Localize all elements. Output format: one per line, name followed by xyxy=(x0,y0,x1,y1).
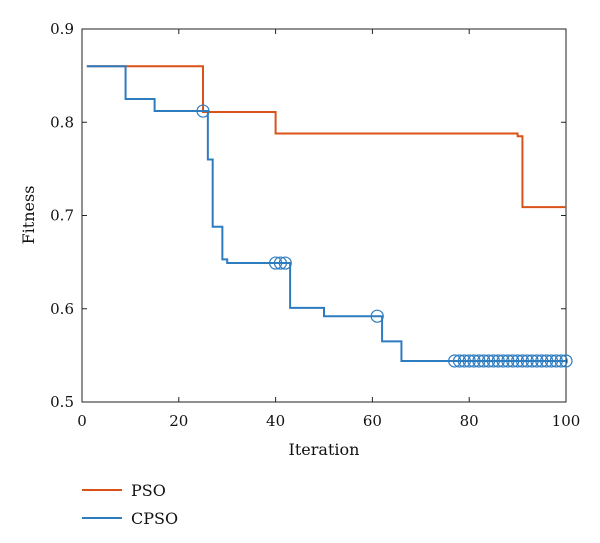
y-tick-label: 0.5 xyxy=(50,393,74,411)
series-marker-cpso xyxy=(506,354,520,368)
series-marker-cpso xyxy=(467,354,481,368)
legend: PSO CPSO xyxy=(82,481,178,528)
series-marker-cpso xyxy=(452,354,467,368)
legend-label-pso: PSO xyxy=(131,481,166,500)
x-tick-label: 40 xyxy=(266,412,285,430)
y-tick-label: 0.8 xyxy=(50,113,74,131)
y-tick-label: 0.6 xyxy=(50,300,74,318)
series-markers xyxy=(196,104,573,368)
series-marker-cpso xyxy=(540,354,554,368)
series-marker-cpso xyxy=(278,256,292,270)
series-line-cpso xyxy=(86,65,566,362)
series-marker-cpso xyxy=(549,354,563,368)
x-tick-label: 60 xyxy=(363,412,382,430)
y-axis-label: Fitness xyxy=(19,186,38,245)
series-marker-cpso xyxy=(481,354,496,368)
series-marker-cpso xyxy=(510,354,525,368)
series-marker-cpso xyxy=(559,354,573,368)
x-axis-label: Iteration xyxy=(289,440,360,459)
series-line-pso xyxy=(86,65,566,209)
series-marker-cpso xyxy=(491,354,505,368)
x-tick-label: 0 xyxy=(77,412,87,430)
x-tick-label: 20 xyxy=(169,412,188,430)
series-marker-cpso xyxy=(269,256,283,270)
legend-label-cpso: CPSO xyxy=(131,509,178,528)
series-marker-cpso xyxy=(530,354,544,368)
series-marker-cpso xyxy=(457,354,471,368)
series-lines xyxy=(86,65,566,362)
x-tick-label: 100 xyxy=(552,412,581,430)
series-marker-cpso xyxy=(515,354,530,368)
plot-frame xyxy=(81,28,567,403)
series-marker-cpso xyxy=(496,354,510,368)
y-tick-label: 0.7 xyxy=(50,207,74,225)
series-marker-cpso xyxy=(554,354,568,368)
series-marker-cpso xyxy=(501,354,515,368)
series-marker-cpso xyxy=(196,104,210,118)
y-tick-label: 0.9 xyxy=(50,20,74,38)
x-tick-label: 80 xyxy=(460,412,479,430)
series-marker-cpso xyxy=(544,354,559,368)
series-marker-cpso xyxy=(273,256,288,270)
series-marker-cpso xyxy=(448,354,462,368)
series-marker-cpso xyxy=(486,354,500,368)
series-marker-cpso xyxy=(477,354,491,368)
series-marker-cpso xyxy=(472,354,486,368)
series-marker-cpso xyxy=(462,354,476,368)
series-marker-cpso xyxy=(370,309,384,323)
axis-ticks: 0 20 40 60 80 100 0.5 0.6 0.7 0.8 0.9 xyxy=(50,20,580,430)
series-marker-cpso xyxy=(525,354,539,368)
series-marker-cpso xyxy=(535,354,549,368)
series-marker-cpso xyxy=(520,354,534,368)
